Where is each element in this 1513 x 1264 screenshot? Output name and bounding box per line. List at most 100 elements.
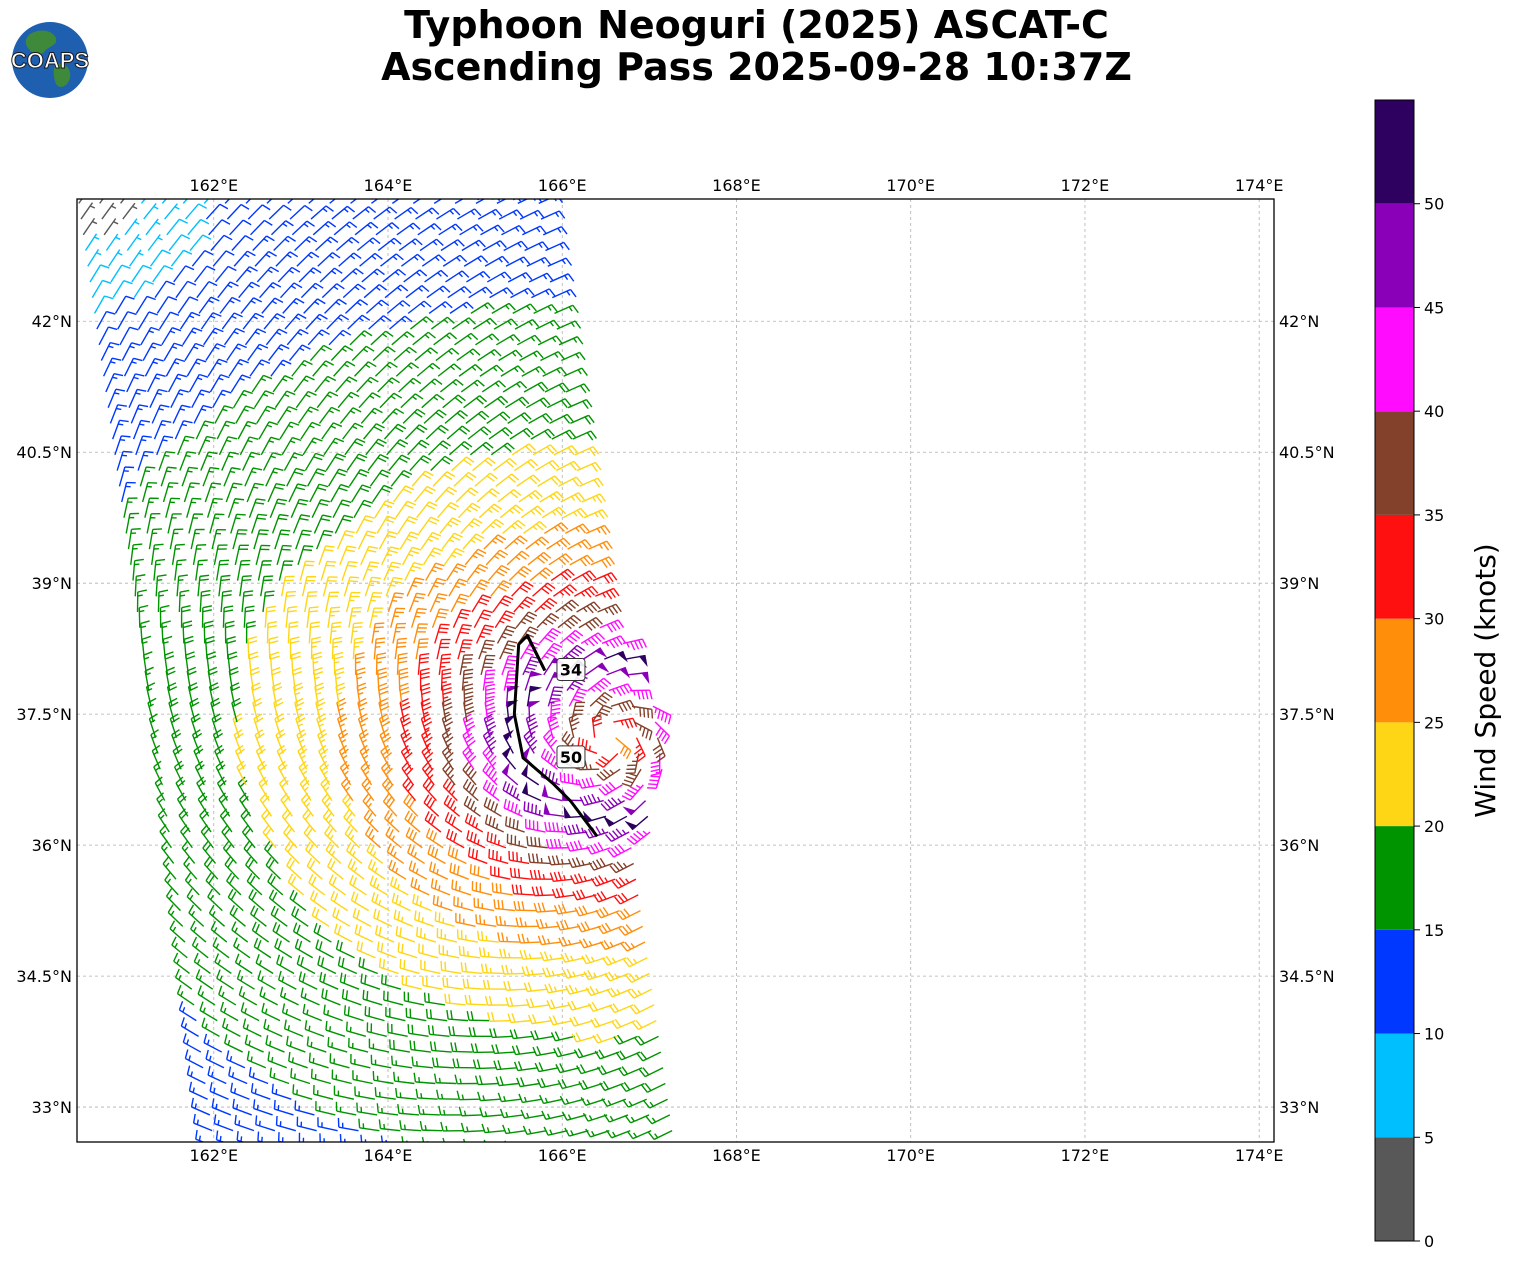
barb-feather: [507, 800, 511, 810]
barb-staff: [235, 961, 253, 975]
wind-barb: [158, 451, 175, 471]
barb-half-feather: [231, 1072, 235, 1078]
barb-feather: [236, 760, 245, 768]
wind-barb: [482, 979, 506, 990]
barb-feather: [115, 388, 126, 392]
barb-half-feather: [284, 393, 290, 398]
barb-half-feather: [190, 1071, 193, 1077]
barb-feather: [177, 792, 185, 800]
barb-staff: [478, 503, 495, 519]
barb-feather: [355, 652, 365, 656]
wind-barb: [138, 604, 149, 628]
barb-staff: [220, 1010, 239, 1022]
barb-feather: [536, 1078, 542, 1088]
barb-staff: [211, 1106, 232, 1116]
barb-feather: [502, 580, 512, 586]
barb-half-feather: [165, 862, 170, 868]
barb-feather: [527, 853, 531, 863]
barb-feather: [308, 1052, 311, 1062]
barb-half-feather: [657, 1149, 660, 1153]
barb-staff: [486, 411, 504, 424]
barb-feather: [150, 729, 159, 736]
barb-feather: [486, 475, 495, 482]
barb-feather: [567, 736, 574, 746]
barb-staff: [264, 848, 279, 864]
barb-feather: [582, 938, 589, 948]
wind-barb: [643, 1098, 668, 1109]
wind-barb: [388, 454, 411, 471]
wind-barb: [380, 761, 393, 786]
wind-barb: [418, 943, 439, 959]
barb-staff: [272, 1092, 292, 1100]
barb-half-feather: [250, 1056, 253, 1062]
barb-half-feather: [528, 953, 532, 959]
barb-half-feather: [241, 393, 247, 397]
barb-half-feather: [329, 1026, 332, 1032]
wind-barb: [610, 699, 636, 713]
barb-half-feather: [262, 393, 269, 397]
barb-feather: [309, 890, 315, 900]
barb-feather: [536, 1046, 542, 1056]
wind-barb: [404, 424, 428, 440]
wind-barb: [486, 411, 511, 424]
wind-barb: [159, 604, 170, 628]
barb-feather: [550, 755, 556, 765]
wind-barb: [557, 614, 582, 630]
barb-feather: [384, 752, 393, 760]
barb-feather: [366, 842, 372, 852]
barb-feather: [243, 594, 253, 597]
barb-feather: [539, 918, 544, 929]
barb-feather: [434, 848, 439, 858]
barb-half-feather: [305, 802, 311, 808]
barb-staff: [527, 551, 545, 566]
barb-feather: [186, 655, 196, 660]
barb-feather: [599, 493, 607, 502]
wind-barb: [518, 1093, 543, 1104]
barb-feather: [471, 848, 475, 858]
wind-barb: [313, 922, 332, 943]
barb-feather: [425, 780, 432, 790]
barb-feather: [505, 997, 510, 1007]
wind-barb: [112, 419, 129, 440]
wind-barb: [215, 1130, 226, 1142]
barb-half-feather: [160, 609, 166, 613]
wind-barb: [495, 915, 518, 928]
barb-feather: [198, 559, 208, 562]
wind-barb: [135, 435, 152, 456]
wind-barb: [398, 667, 409, 691]
barb-feather: [484, 698, 495, 703]
wind-barb: [444, 409, 468, 424]
barb-feather: [304, 1020, 308, 1030]
barb-feather: [275, 924, 281, 934]
barb-feather: [444, 748, 452, 756]
wind-barb: [444, 811, 463, 833]
barb-feather: [553, 642, 563, 648]
barb-feather: [208, 670, 218, 676]
barb-feather: [521, 966, 526, 976]
barb-feather: [258, 533, 268, 536]
wind-barb: [183, 856, 198, 880]
barb-feather: [483, 729, 492, 737]
barb-staff: [360, 982, 381, 990]
barb-feather: [634, 640, 640, 650]
barb-staff: [175, 782, 187, 801]
barb-feather: [586, 432, 594, 441]
barb-feather: [501, 964, 505, 975]
barb-feather: [651, 1148, 657, 1155]
barb-half-feather: [651, 1117, 657, 1123]
barb-staff: [215, 766, 226, 786]
barb-feather: [509, 867, 513, 878]
barb-staff: [534, 894, 555, 897]
wind-barb: [483, 713, 497, 738]
barb-feather: [370, 561, 380, 565]
barb-feather: [416, 408, 426, 415]
barb-feather: [345, 549, 355, 553]
barb-feather: [342, 518, 352, 522]
barb-half-feather: [313, 660, 319, 664]
barb-feather: [429, 1041, 433, 1051]
barb-half-feather: [170, 910, 175, 916]
barb-feather: [296, 955, 301, 965]
wind-barb: [360, 1134, 367, 1142]
wind-barb: [583, 509, 609, 520]
barb-feather: [158, 388, 168, 393]
